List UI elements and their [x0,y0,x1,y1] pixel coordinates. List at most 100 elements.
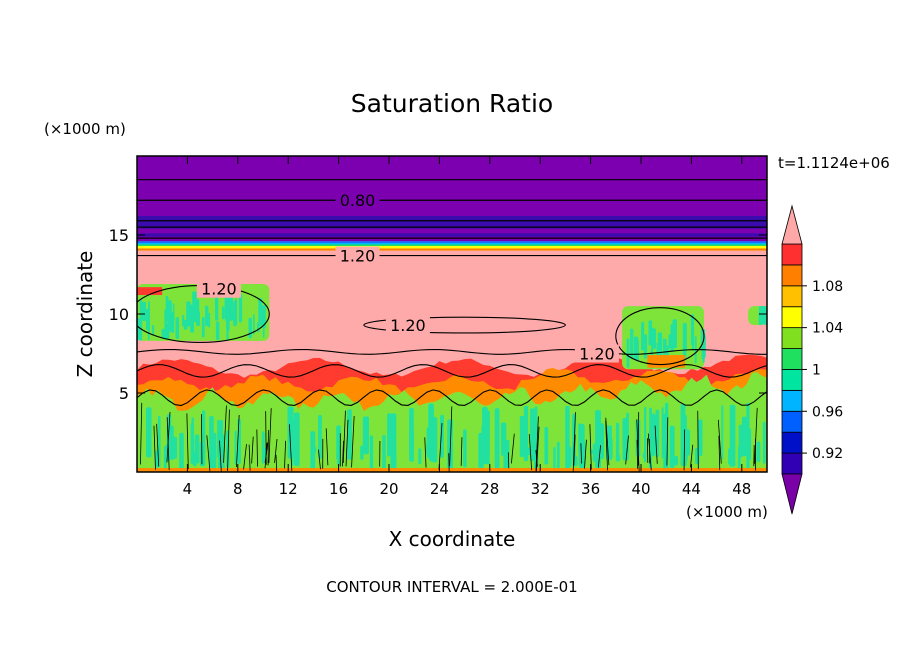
contour-line [690,444,694,468]
colorbar-swatch [781,327,803,349]
teal-streak [360,445,364,460]
contour-line [345,419,349,467]
cloud-streak [665,345,669,356]
cloud-streak [262,309,265,338]
cloud-streak [672,319,677,349]
contour-line [289,424,293,472]
teal-streak [391,453,397,467]
cloud-streak [141,301,147,322]
contour-line [227,409,230,472]
cloud-streak [643,334,648,359]
contour-line [654,425,658,464]
cloud-streak [201,316,205,338]
contour-label: 1.20 [340,247,376,266]
y-unit-label: (×1000 m) [44,120,126,138]
x-tick-label: 8 [233,480,243,498]
contour-line [274,438,278,463]
teal-streak [318,414,322,460]
teal-streak [626,412,629,460]
contour-line [186,413,189,470]
teal-streak [429,432,436,462]
cloud-streak [657,332,663,358]
contour-line [342,410,346,464]
contour-line [683,429,686,471]
contour-line [666,417,669,466]
contour-line [647,433,652,471]
contour-line [318,449,321,470]
contour-line [718,435,721,471]
contour-line [275,454,278,472]
contour-labels: 0.80 1.20 1.20 1.20 1.20 [196,191,619,364]
teal-streak [661,407,664,459]
cloud-streak [175,317,180,340]
teal-streak [202,410,206,455]
cloud-streak [215,295,218,321]
contour-line [605,417,610,466]
teal-streak [369,435,374,472]
cloud-streak [626,338,630,368]
contour-line [636,439,639,469]
teal-streak [191,417,194,460]
contour-label-bg [335,191,380,210]
cloud-streak [208,312,211,328]
contour-line [206,435,211,472]
contour-line [243,444,247,470]
contour-line [697,410,699,469]
cloud-streak [196,310,200,327]
cloud-streak [183,319,188,330]
transition-strip [137,246,767,249]
teal-streak [553,447,556,469]
contour-line [166,411,171,463]
cloud-streak [222,306,225,320]
transition-strip [137,241,767,243]
cloud-streak [137,319,141,340]
teal-streak [578,432,582,467]
cloud-streak [238,294,243,323]
colorbar-tick-label: 1 [812,362,821,378]
y-tick-label: 15 [109,226,129,245]
dark-band [137,216,767,229]
cloud-streak [258,297,263,326]
contour-line [460,437,463,466]
contour-line [251,436,254,464]
teal-streak [592,443,598,462]
teal-streak [293,412,300,466]
contour-line [535,426,540,472]
cloud-streak [758,312,763,325]
cloud-streak [648,320,653,346]
contour-line [528,434,533,471]
cloud-streak [186,301,191,327]
teal-streak [192,451,197,467]
x-unit-label: (×1000 m) [686,503,768,521]
teal-streak [615,422,620,458]
contour-label: 1.20 [579,345,615,364]
contour-line [137,389,767,407]
colorbar-swatch [781,452,803,475]
cloud-streak [633,336,639,360]
contour-label: 0.80 [340,191,376,210]
teal-streak [409,407,414,455]
cloud-streak [152,324,155,336]
colorbar-swatch [781,410,803,433]
teal-streak [697,419,703,457]
contour-line [438,423,443,470]
contour-line [268,408,272,463]
y-tick-label: 5 [119,384,129,403]
x-tick-label: 12 [279,480,298,498]
transition-strip [137,242,767,245]
contour-line [256,429,258,467]
cloud-streak [235,298,237,326]
teal-streak [347,409,352,460]
contour-line [236,414,240,468]
teal-streak [669,425,675,468]
contour-line [363,316,566,334]
colorbar-tick-label: 0.96 [812,404,843,420]
teal-streak [519,415,525,458]
teal-streak [642,452,646,459]
cloud-streak [248,317,252,339]
contour-line [219,440,222,472]
cloud-streak [192,291,197,323]
teal-streak [169,425,174,460]
colorbar: 0.92 0.96 1 1.04 1.08 [781,204,843,515]
teal-streak [494,408,500,469]
